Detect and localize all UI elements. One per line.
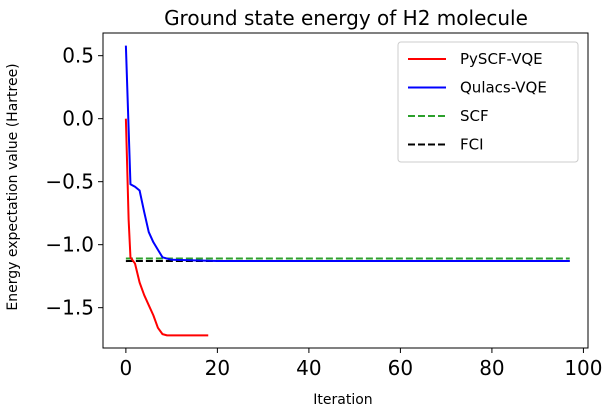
legend-label-scf: SCF — [460, 107, 489, 125]
x-tick-label: 80 — [479, 356, 504, 380]
chart-title: Ground state energy of H2 molecule — [164, 6, 528, 30]
series-line-qulacs-vqe — [124, 45, 570, 263]
x-tick-label: 60 — [388, 356, 413, 380]
x-tick-label: 0 — [120, 356, 133, 380]
x-axis: 0 20 40 60 80 100 — [120, 348, 603, 380]
legend-label-qulacs-vqe: Qulacs-VQE — [460, 79, 547, 97]
x-tick-label: 20 — [205, 356, 230, 380]
y-axis-label: Energy expectation value (Hartree) — [5, 63, 21, 310]
legend-label-pyscf-vqe: PySCF-VQE — [460, 50, 543, 68]
y-tick-label: 0.5 — [62, 44, 94, 68]
x-axis-label: Iteration — [313, 392, 372, 408]
plot-frame — [102, 32, 589, 349]
legend-box — [397, 41, 579, 163]
y-tick-label: 0.0 — [62, 107, 94, 131]
series-line-pyscf-vqe — [124, 118, 209, 337]
legend-label-fci: FCI — [460, 136, 484, 154]
plot-area — [124, 45, 570, 337]
x-tick-label: 40 — [296, 356, 321, 380]
y-tick-label: −0.5 — [45, 170, 94, 194]
y-axis: 0.5 0.0 −0.5 −1.0 −1.5 — [45, 44, 103, 320]
legend: PySCF-VQE Qulacs-VQE SCF FCI — [397, 41, 579, 163]
x-tick-label: 100 — [564, 356, 602, 380]
y-tick-label: −1.0 — [45, 233, 94, 257]
y-tick-label: −1.5 — [45, 296, 94, 320]
